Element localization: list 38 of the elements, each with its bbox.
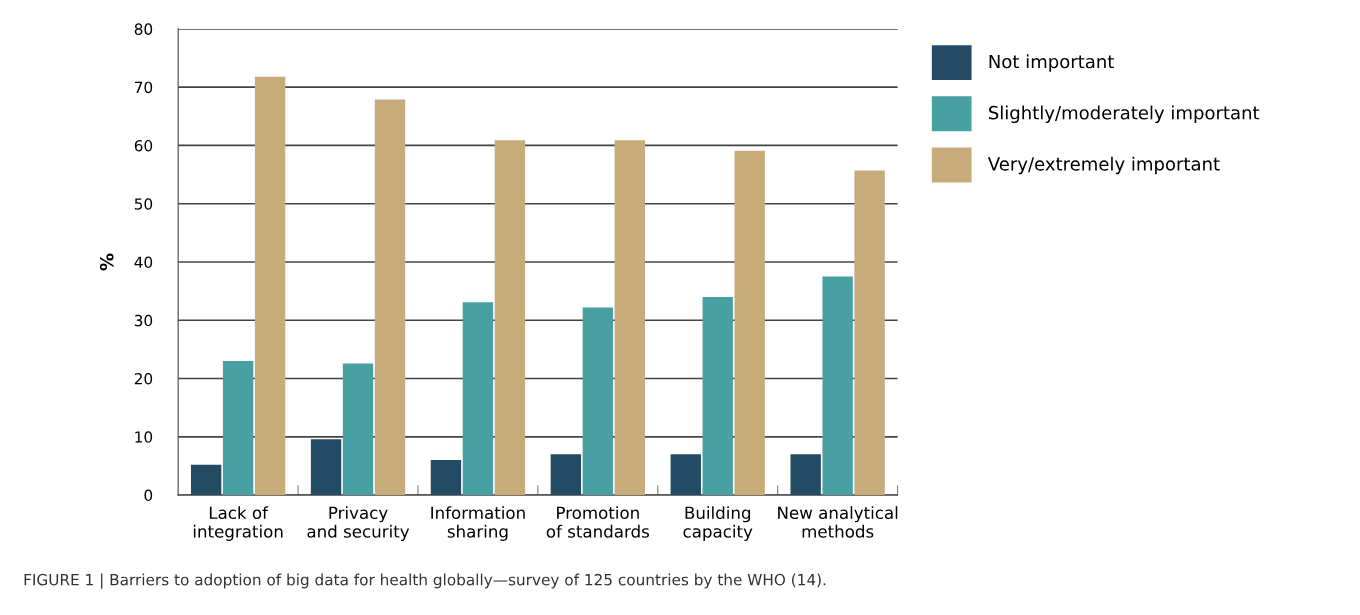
bar	[222, 361, 254, 496]
y-tick-label: 10	[135, 431, 153, 443]
x-tick-label: Privacy and security	[307, 506, 410, 541]
bar	[790, 454, 821, 496]
bar	[734, 150, 765, 496]
bar	[342, 363, 374, 496]
bar	[462, 302, 494, 496]
y-tick-label: 70	[134, 81, 153, 94]
y-tick-label: 20	[134, 373, 153, 385]
legend-label: Slightly/moderately important	[989, 105, 1260, 124]
x-tick-label: Building capacity	[683, 506, 753, 541]
bar	[254, 76, 286, 496]
bar	[550, 454, 582, 496]
y-tick-label: 80	[134, 23, 153, 35]
bar	[854, 170, 885, 496]
bar	[702, 296, 733, 496]
bar	[822, 276, 853, 496]
y-axis-title: %	[99, 253, 114, 271]
y-tick-label: 60	[134, 139, 153, 152]
y-tick-label: 0	[144, 489, 153, 502]
bar	[430, 460, 462, 496]
legend-label: Very/extremely important	[987, 156, 1220, 175]
y-tick-label: 30	[134, 314, 153, 327]
bar	[374, 99, 406, 496]
caption: FIGURE 1 | Barriers to adoption of big data for health globally—survey of 125 countries by the WHO (14).	[24, 573, 826, 589]
y-tick-label: 40	[134, 256, 153, 269]
x-tick-label: New analytical methods	[778, 506, 898, 538]
x-tick-label: Information sharing	[431, 506, 525, 541]
x-tick-label: Lack of integration	[193, 506, 283, 541]
bar	[310, 439, 342, 496]
y-tick-label: 50	[134, 198, 153, 210]
bar	[190, 464, 222, 496]
bar	[582, 307, 614, 496]
x-tick-label: Promotion of standards	[546, 506, 650, 538]
bar	[494, 140, 526, 496]
bar	[614, 140, 645, 496]
bar	[670, 454, 701, 496]
legend-label: Not important	[989, 54, 1114, 72]
